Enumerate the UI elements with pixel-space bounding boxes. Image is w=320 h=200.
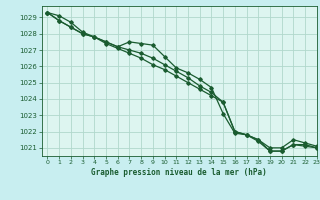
X-axis label: Graphe pression niveau de la mer (hPa): Graphe pression niveau de la mer (hPa) (91, 168, 267, 177)
